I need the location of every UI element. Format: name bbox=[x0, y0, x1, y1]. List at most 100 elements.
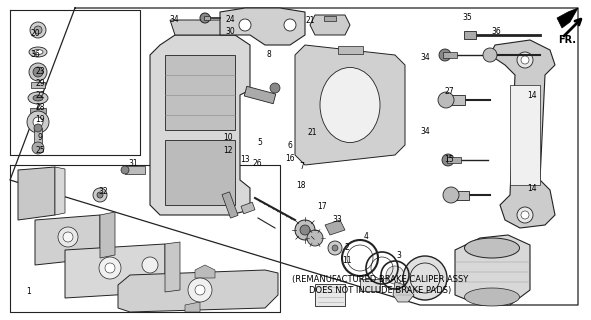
Text: 4: 4 bbox=[364, 232, 369, 241]
Ellipse shape bbox=[465, 288, 519, 306]
Circle shape bbox=[442, 154, 454, 166]
Text: 13: 13 bbox=[241, 156, 250, 164]
Polygon shape bbox=[55, 167, 65, 215]
Polygon shape bbox=[310, 15, 350, 35]
Circle shape bbox=[29, 63, 47, 81]
Ellipse shape bbox=[465, 238, 519, 258]
Text: 28: 28 bbox=[35, 103, 45, 112]
Bar bbox=[31, 82, 45, 88]
Bar bbox=[443, 52, 457, 58]
Text: 10: 10 bbox=[223, 133, 232, 142]
Bar bbox=[222, 192, 238, 218]
Polygon shape bbox=[455, 235, 530, 305]
Polygon shape bbox=[490, 40, 555, 228]
Text: 12: 12 bbox=[223, 146, 232, 155]
Text: 32: 32 bbox=[99, 188, 108, 196]
Circle shape bbox=[439, 49, 451, 61]
Polygon shape bbox=[295, 45, 405, 165]
Ellipse shape bbox=[29, 47, 47, 57]
Bar bbox=[244, 86, 276, 104]
Text: 36: 36 bbox=[492, 28, 501, 36]
Polygon shape bbox=[325, 220, 345, 235]
Polygon shape bbox=[150, 35, 250, 215]
Circle shape bbox=[295, 220, 315, 240]
Text: 19: 19 bbox=[35, 116, 45, 124]
Circle shape bbox=[443, 187, 459, 203]
Circle shape bbox=[521, 56, 529, 64]
Bar bbox=[34, 128, 42, 144]
Text: 21: 21 bbox=[307, 128, 317, 137]
Text: 3: 3 bbox=[397, 252, 401, 260]
Text: 34: 34 bbox=[421, 53, 430, 62]
Circle shape bbox=[300, 225, 310, 235]
Text: 14: 14 bbox=[527, 184, 537, 193]
Text: 18: 18 bbox=[297, 181, 306, 190]
Circle shape bbox=[142, 257, 158, 273]
Ellipse shape bbox=[33, 95, 43, 101]
Ellipse shape bbox=[28, 92, 48, 104]
Text: 8: 8 bbox=[267, 50, 271, 59]
Text: 36: 36 bbox=[31, 50, 40, 59]
Bar bbox=[241, 202, 255, 214]
Circle shape bbox=[63, 232, 73, 242]
Text: 29: 29 bbox=[35, 79, 45, 88]
Circle shape bbox=[33, 67, 43, 77]
Text: 34: 34 bbox=[421, 127, 430, 136]
Text: 17: 17 bbox=[317, 202, 327, 211]
Text: 23: 23 bbox=[35, 68, 45, 76]
Text: 15: 15 bbox=[444, 156, 454, 164]
Circle shape bbox=[97, 192, 103, 198]
Polygon shape bbox=[510, 85, 540, 185]
Bar bbox=[324, 15, 336, 20]
Text: 7: 7 bbox=[299, 162, 304, 171]
Text: FR.: FR. bbox=[558, 35, 576, 45]
Circle shape bbox=[33, 117, 43, 127]
Circle shape bbox=[30, 22, 46, 38]
Text: 22: 22 bbox=[35, 92, 45, 100]
Circle shape bbox=[27, 111, 49, 133]
Polygon shape bbox=[393, 282, 414, 302]
Circle shape bbox=[195, 285, 205, 295]
Bar bbox=[451, 190, 469, 199]
Circle shape bbox=[188, 278, 212, 302]
Circle shape bbox=[438, 92, 454, 108]
Text: 14: 14 bbox=[527, 92, 537, 100]
Bar bbox=[125, 166, 145, 174]
Polygon shape bbox=[65, 244, 165, 298]
Text: 21: 21 bbox=[306, 16, 315, 25]
Text: 16: 16 bbox=[285, 154, 294, 163]
Text: 25: 25 bbox=[35, 146, 45, 155]
Bar bbox=[360, 279, 380, 291]
Ellipse shape bbox=[33, 50, 43, 54]
Text: 1: 1 bbox=[26, 287, 31, 296]
Text: 26: 26 bbox=[252, 159, 262, 168]
Polygon shape bbox=[165, 242, 180, 292]
Bar bbox=[445, 95, 465, 105]
Ellipse shape bbox=[320, 68, 380, 142]
Circle shape bbox=[105, 263, 115, 273]
Text: 20: 20 bbox=[31, 29, 40, 38]
Bar bbox=[315, 284, 345, 306]
Polygon shape bbox=[195, 265, 215, 278]
Polygon shape bbox=[557, 8, 578, 28]
Circle shape bbox=[32, 142, 44, 154]
Bar bbox=[464, 31, 476, 39]
Circle shape bbox=[200, 13, 210, 23]
Text: 34: 34 bbox=[170, 15, 179, 24]
Circle shape bbox=[517, 207, 533, 223]
Circle shape bbox=[34, 26, 42, 34]
Polygon shape bbox=[100, 212, 115, 258]
Polygon shape bbox=[170, 20, 240, 35]
Text: 33: 33 bbox=[332, 215, 342, 224]
Bar bbox=[447, 157, 461, 163]
Circle shape bbox=[34, 124, 42, 132]
Polygon shape bbox=[165, 55, 235, 130]
Circle shape bbox=[58, 227, 78, 247]
Text: 9: 9 bbox=[38, 133, 43, 142]
Polygon shape bbox=[185, 302, 200, 312]
Circle shape bbox=[332, 245, 338, 251]
Polygon shape bbox=[18, 167, 55, 220]
Circle shape bbox=[270, 83, 280, 93]
Text: 30: 30 bbox=[226, 28, 235, 36]
Text: 2: 2 bbox=[345, 244, 349, 252]
